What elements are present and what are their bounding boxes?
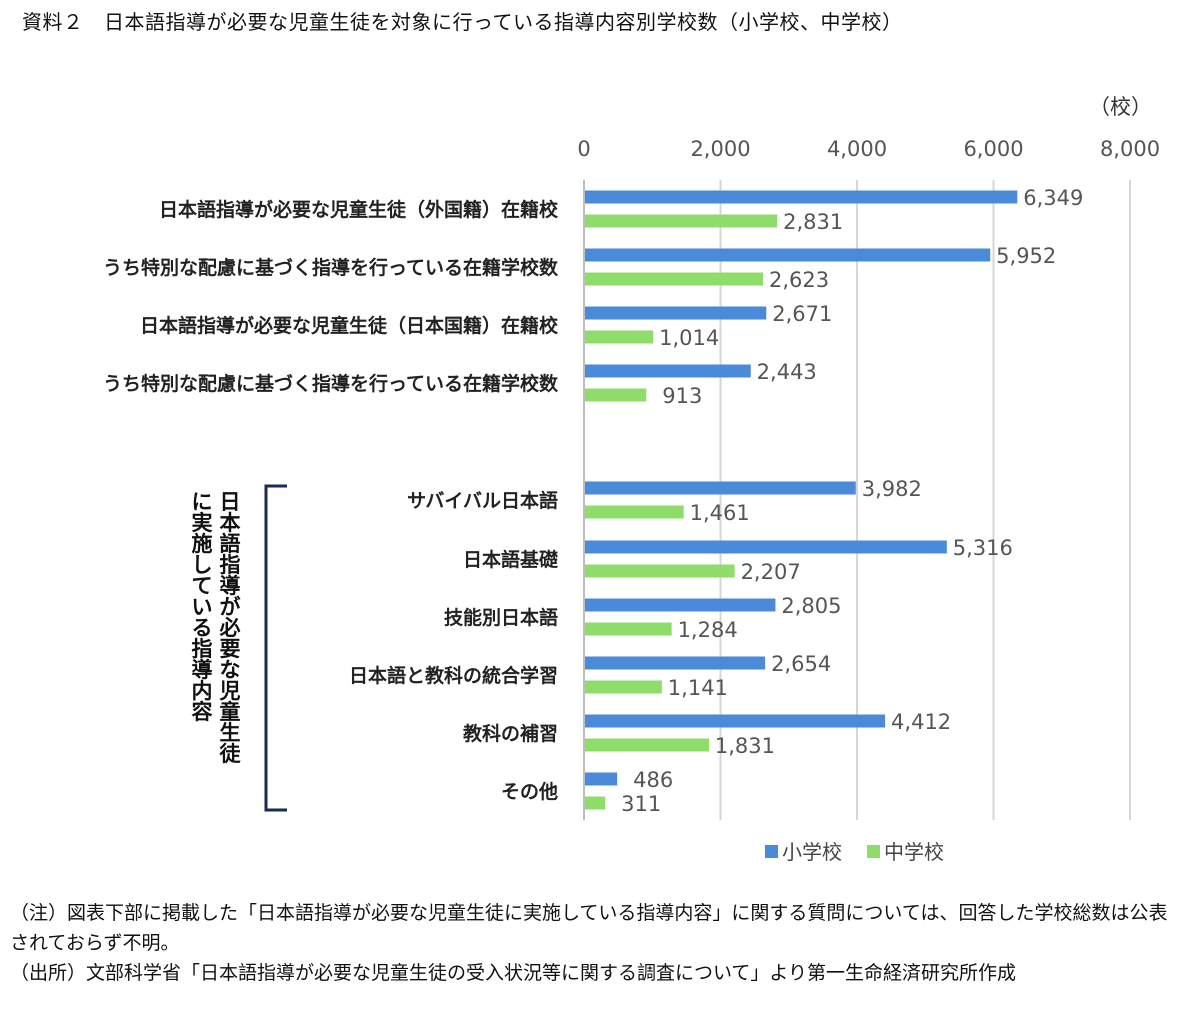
data-label: 2,623 <box>769 268 829 292</box>
bar-elementary <box>585 772 618 786</box>
data-label: 1,831 <box>715 734 775 758</box>
bar-junior-high <box>585 388 647 402</box>
bar-junior-high <box>585 214 778 228</box>
data-label: 2,671 <box>772 302 832 326</box>
note-text: （注）図表下部に掲載した「日本語指導が必要な児童生徒に実施している指導内容」に関… <box>10 902 1168 954</box>
category-label: 日本語と教科の統合学習 <box>349 664 558 687</box>
x-axis-ticks: 0 2,000 4,000 6,000 8,000 <box>577 137 1160 161</box>
data-label: 311 <box>621 792 661 816</box>
data-label: 1,284 <box>678 618 738 642</box>
bar-elementary <box>585 540 947 554</box>
data-label: 2,654 <box>771 652 831 676</box>
x-tick-label: 0 <box>577 137 590 161</box>
data-label: 2,831 <box>783 210 843 234</box>
data-label: 2,805 <box>781 594 841 618</box>
bar-junior-high <box>585 330 654 344</box>
data-label: 486 <box>633 768 673 792</box>
bar-elementary <box>585 364 751 378</box>
data-label: 4,412 <box>891 710 951 734</box>
bar-junior-high <box>585 738 709 752</box>
gridlines <box>583 180 1131 820</box>
bar-junior-high <box>585 622 672 636</box>
bar-junior-high <box>585 796 606 810</box>
x-tick-label: 8,000 <box>1100 137 1160 161</box>
category-label: 日本語指導が必要な児童生徒（日本国籍）在籍校 <box>140 314 559 337</box>
bar-junior-high <box>585 505 684 519</box>
legend-label: 中学校 <box>884 840 944 864</box>
legend-swatch <box>765 845 778 858</box>
bars <box>585 190 1018 810</box>
category-label: 教科の補習 <box>463 722 558 745</box>
category-label: サバイバル日本語 <box>407 489 558 512</box>
data-label: 6,349 <box>1023 186 1083 210</box>
bar-elementary <box>585 248 991 262</box>
data-label: 913 <box>662 384 702 408</box>
bar-elementary <box>585 656 766 670</box>
bar-junior-high <box>585 272 764 286</box>
group-label-line2: に実施している指導内容 <box>191 490 213 724</box>
data-label: 1,014 <box>659 326 719 350</box>
source-text: （出所）文部科学省「日本語指導が必要な児童生徒の受入状況等に関する調査について」… <box>10 962 1017 984</box>
group-label-line1: 日本語指導が必要な児童生徒 <box>219 490 241 766</box>
data-label: 2,443 <box>757 360 817 384</box>
data-label: 3,982 <box>862 477 922 501</box>
bar-elementary <box>585 190 1018 204</box>
bar-elementary <box>585 714 886 728</box>
category-label: うち特別な配慮に基づく指導を行っている在籍学校数 <box>103 372 559 395</box>
category-label: 日本語指導が必要な児童生徒（外国籍）在籍校 <box>159 198 559 221</box>
data-label: 1,461 <box>690 501 750 525</box>
bar-elementary <box>585 306 767 320</box>
category-label: 技能別日本語 <box>444 606 558 629</box>
bar-junior-high <box>585 564 735 578</box>
category-labels: 日本語指導が必要な児童生徒（外国籍）在籍校うち特別な配慮に基づく指導を行っている… <box>103 198 559 803</box>
bar-junior-high <box>585 680 662 694</box>
category-label: その他 <box>501 780 558 803</box>
data-label: 2,207 <box>741 560 801 584</box>
legend-label: 小学校 <box>782 840 842 864</box>
legend: 小学校 中学校 <box>765 840 944 864</box>
bar-chart: 0 2,000 4,000 6,000 8,000 （校） 日本語指導が必要な児童生徒（… <box>103 95 1160 864</box>
notes: （注）図表下部に掲載した「日本語指導が必要な児童生徒に実施している指導内容」に関… <box>10 898 1182 988</box>
legend-swatch <box>867 845 880 858</box>
chart-title: 資料２ 日本語指導が必要な児童生徒を対象に行っている指導内容別学校数（小学校、中… <box>22 10 903 34</box>
value-labels: 6,349 5,952 2,671 2,443 3,982 5,316 2,805 2,654… <box>621 186 1083 816</box>
x-tick-label: 2,000 <box>690 137 750 161</box>
group-bracket <box>264 484 287 812</box>
category-label: 日本語基礎 <box>463 548 558 571</box>
data-label: 1,141 <box>668 676 728 700</box>
category-label: うち特別な配慮に基づく指導を行っている在籍学校数 <box>103 256 559 279</box>
data-label: 5,952 <box>996 244 1056 268</box>
data-label: 5,316 <box>953 536 1013 560</box>
bar-elementary <box>585 481 856 495</box>
bar-elementary <box>585 598 776 612</box>
x-tick-label: 6,000 <box>963 137 1023 161</box>
unit-label: （校） <box>1089 95 1152 119</box>
x-tick-label: 4,000 <box>827 137 887 161</box>
